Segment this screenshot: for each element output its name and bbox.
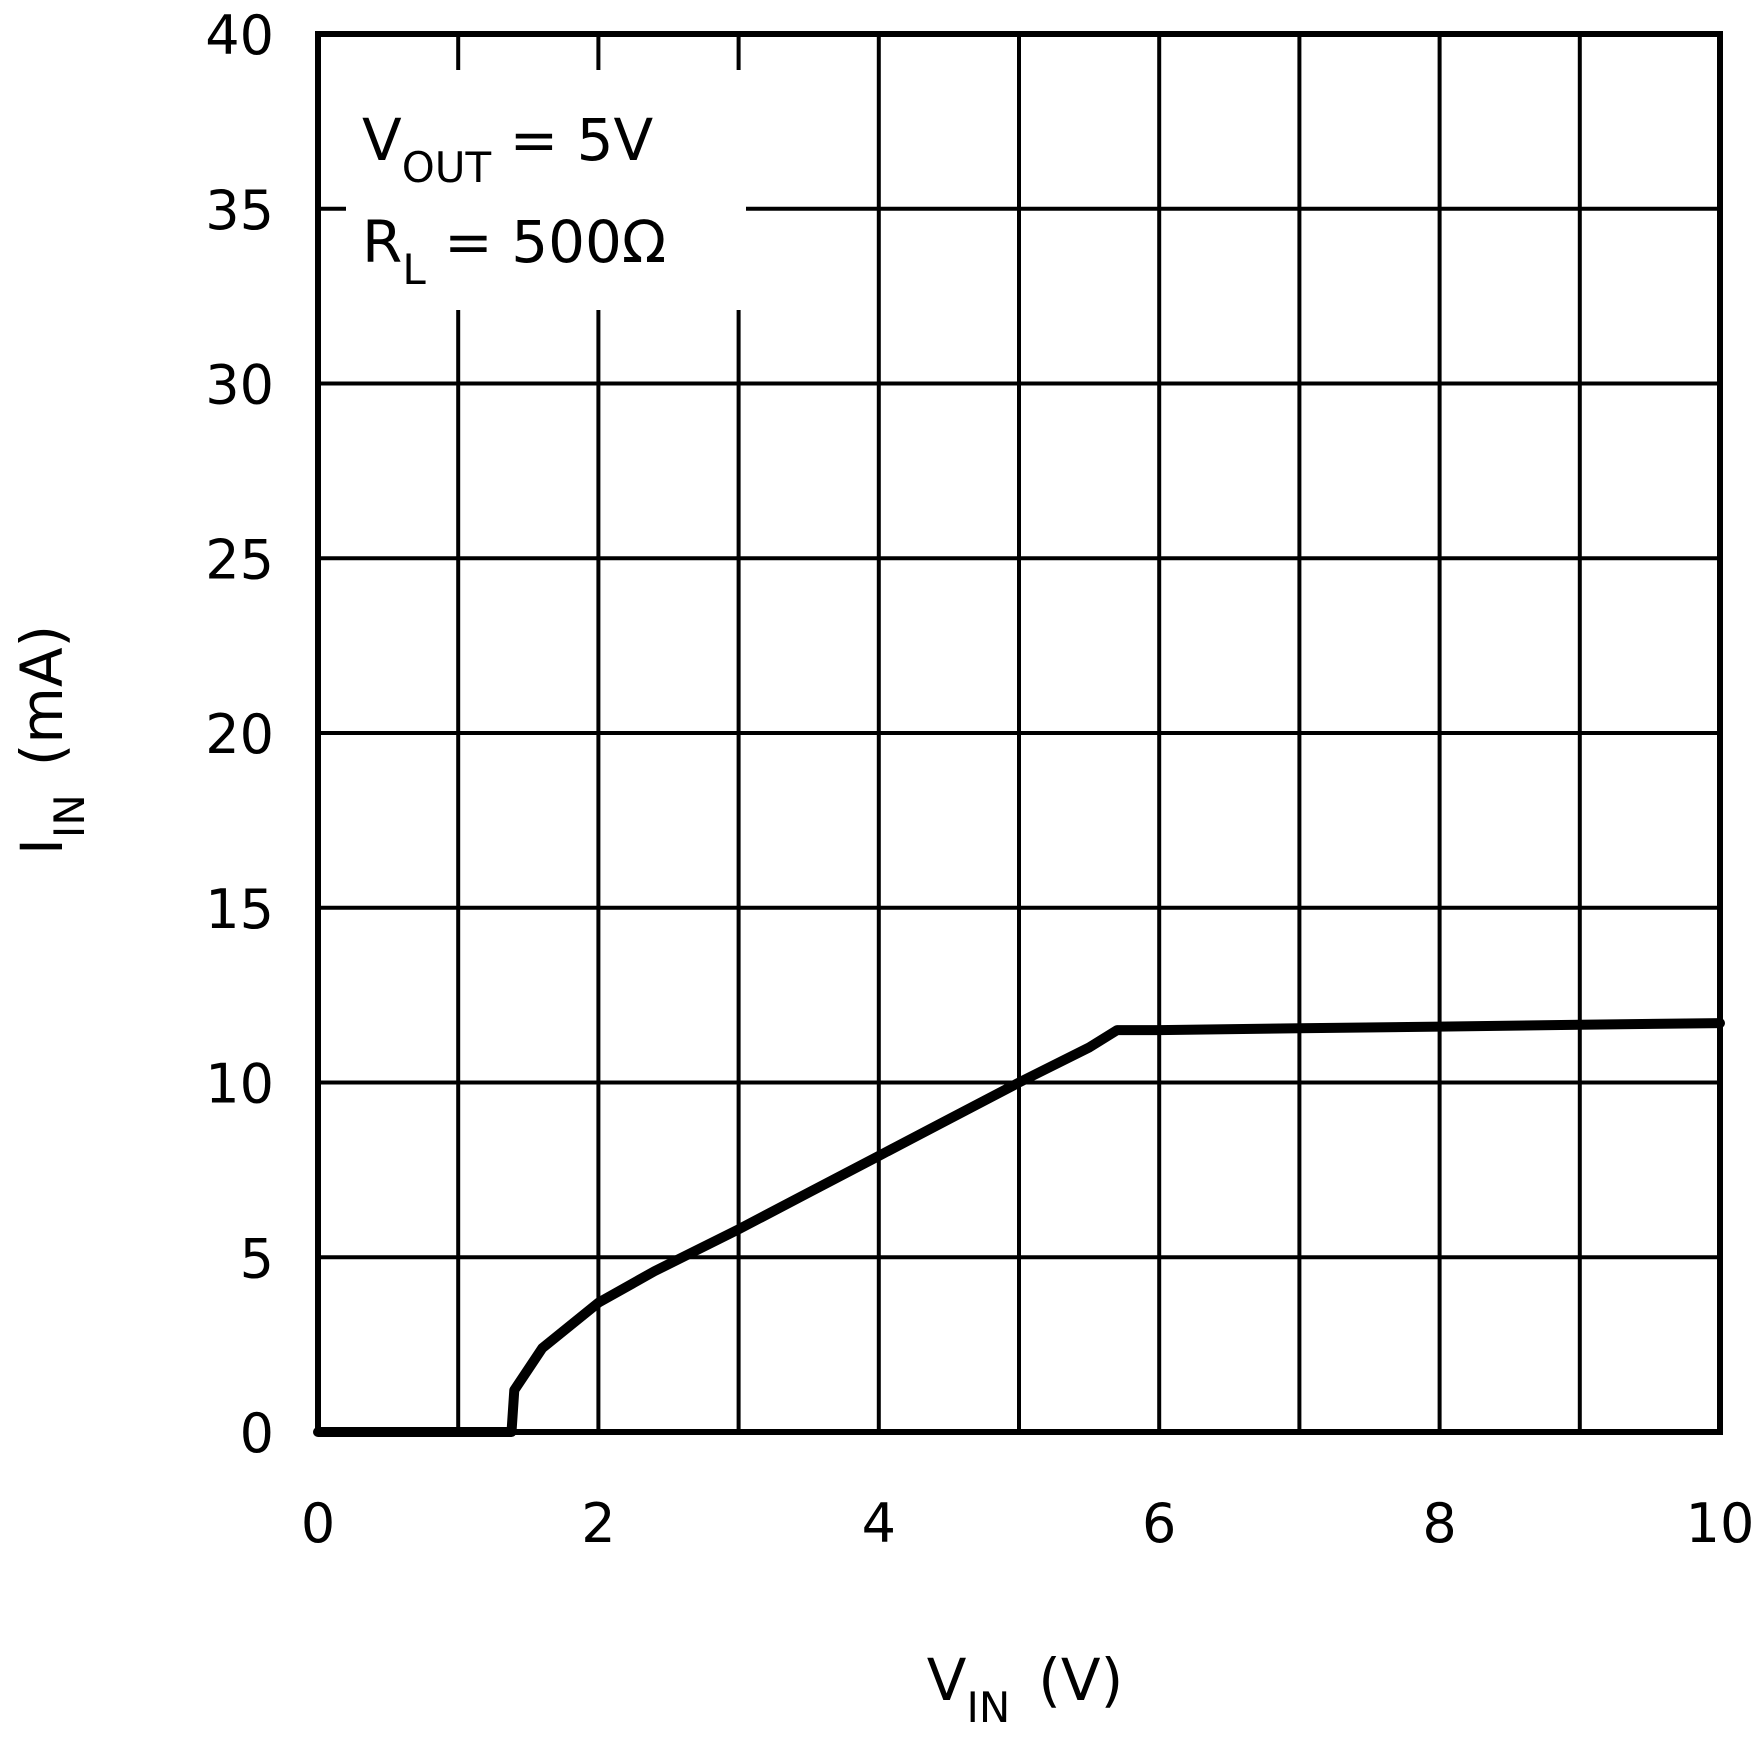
y-axis-title: IIN (mA) xyxy=(8,625,94,855)
x-axis-title: VIN (V) xyxy=(927,1646,1123,1732)
annotation-box: VOUT = 5V RL = 500Ω xyxy=(346,70,746,310)
x-tick-label: 10 xyxy=(1686,1492,1755,1555)
x-tick-label: 6 xyxy=(1142,1492,1176,1555)
annotation-background xyxy=(346,70,746,310)
y-tick-label: 20 xyxy=(205,703,274,766)
y-axis-title-sub: IN xyxy=(45,794,94,838)
y-tick-labels: 0 5 10 15 20 25 30 35 40 xyxy=(205,4,274,1465)
y-tick-label: 15 xyxy=(205,878,274,941)
x-tick-label: 4 xyxy=(862,1492,896,1555)
x-tick-label: 2 xyxy=(581,1492,615,1555)
plot-frame xyxy=(315,31,1723,1435)
x-axis-title-main: V xyxy=(927,1646,967,1714)
y-tick-label: 30 xyxy=(205,354,274,417)
x-axis-title-sub: IN xyxy=(966,1683,1010,1732)
x-tick-labels: 0 2 4 6 8 10 xyxy=(301,1492,1755,1555)
annotation-line: RL = 500Ω xyxy=(362,208,666,294)
y-tick-label: 10 xyxy=(205,1053,274,1116)
x-axis-title-unit: (V) xyxy=(1038,1646,1123,1714)
y-tick-label: 40 xyxy=(205,4,274,67)
x-tick-label: 0 xyxy=(301,1492,335,1555)
annotation-line: VOUT = 5V xyxy=(362,106,654,192)
y-tick-label: 35 xyxy=(205,179,274,242)
y-tick-label: 5 xyxy=(240,1227,274,1290)
x-tick-label: 8 xyxy=(1422,1492,1456,1555)
y-tick-label: 25 xyxy=(205,528,274,591)
series-group xyxy=(313,1018,1725,1437)
y-axis-title-unit: (mA) xyxy=(8,625,76,766)
y-axis-title-main: I xyxy=(8,838,76,855)
y-tick-label: 0 xyxy=(240,1402,274,1465)
series-line xyxy=(313,1018,1725,1437)
